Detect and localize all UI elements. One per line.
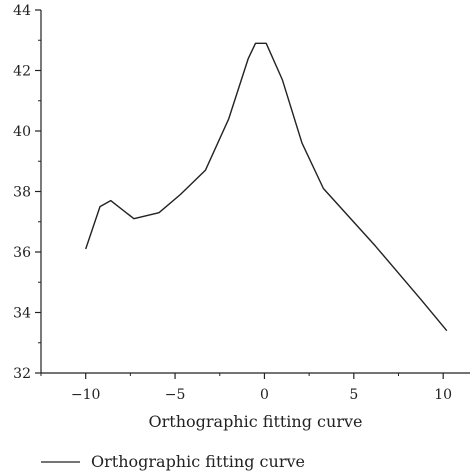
series-line-0	[85, 42, 448, 332]
y-tick-label: 32	[13, 366, 31, 382]
x-tick-label: 10	[434, 387, 452, 403]
y-axis-ticks: 32 34 36 38 40 42 44	[13, 3, 41, 382]
series-layer	[85, 42, 448, 332]
x-tick-label: 5	[349, 387, 358, 403]
legend: Orthographic fitting curve	[41, 452, 305, 471]
y-tick-label: 40	[13, 124, 31, 140]
x-tick-label: −5	[165, 387, 186, 403]
plot-area	[40, 10, 470, 374]
x-axis-ticks: −10 −5 0 5 10	[40, 373, 452, 403]
legend-label: Orthographic fitting curve	[91, 452, 305, 471]
x-axis-title: Orthographic fitting curve	[149, 412, 363, 431]
x-tick-label: −10	[71, 387, 101, 403]
y-tick-label: 34	[13, 306, 31, 322]
y-tick-label: 36	[13, 245, 31, 261]
y-tick-label: 38	[13, 185, 31, 201]
x-tick-label: 0	[260, 387, 269, 403]
y-tick-label: 44	[13, 3, 31, 19]
y-tick-label: 42	[13, 64, 31, 80]
